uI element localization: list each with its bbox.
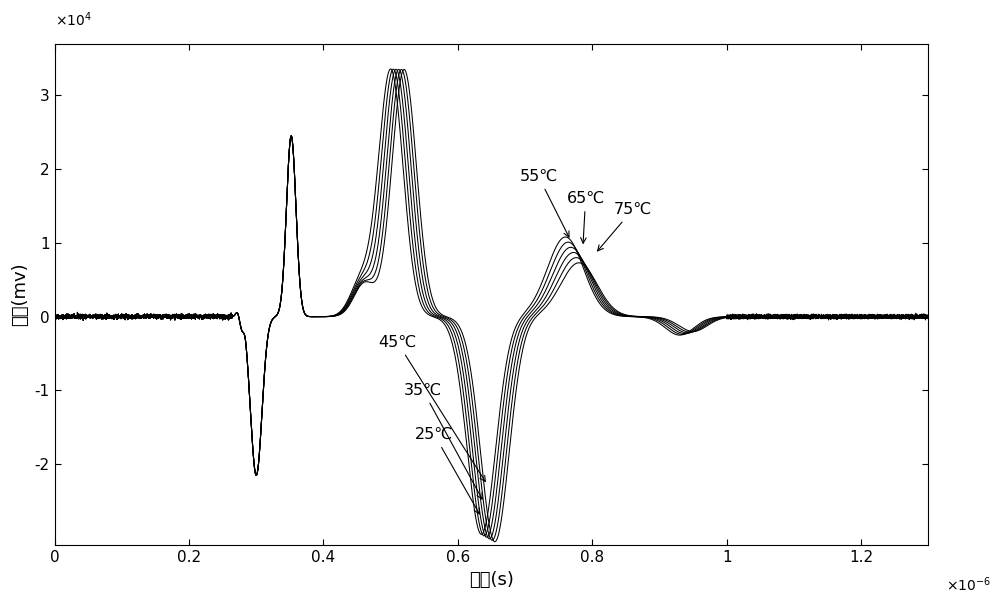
Text: $\times10^{4}$: $\times10^{4}$ [55, 10, 92, 28]
Text: 75℃: 75℃ [598, 202, 652, 251]
Y-axis label: 幅值(mv): 幅值(mv) [11, 263, 29, 326]
Text: 55℃: 55℃ [519, 169, 569, 237]
Text: 25℃: 25℃ [415, 428, 479, 514]
Text: $\times10^{-6}$: $\times10^{-6}$ [946, 575, 991, 594]
Text: 35℃: 35℃ [404, 383, 482, 499]
Text: 45℃: 45℃ [378, 335, 485, 482]
Text: 65℃: 65℃ [566, 191, 605, 243]
X-axis label: 时间(s): 时间(s) [469, 571, 514, 589]
